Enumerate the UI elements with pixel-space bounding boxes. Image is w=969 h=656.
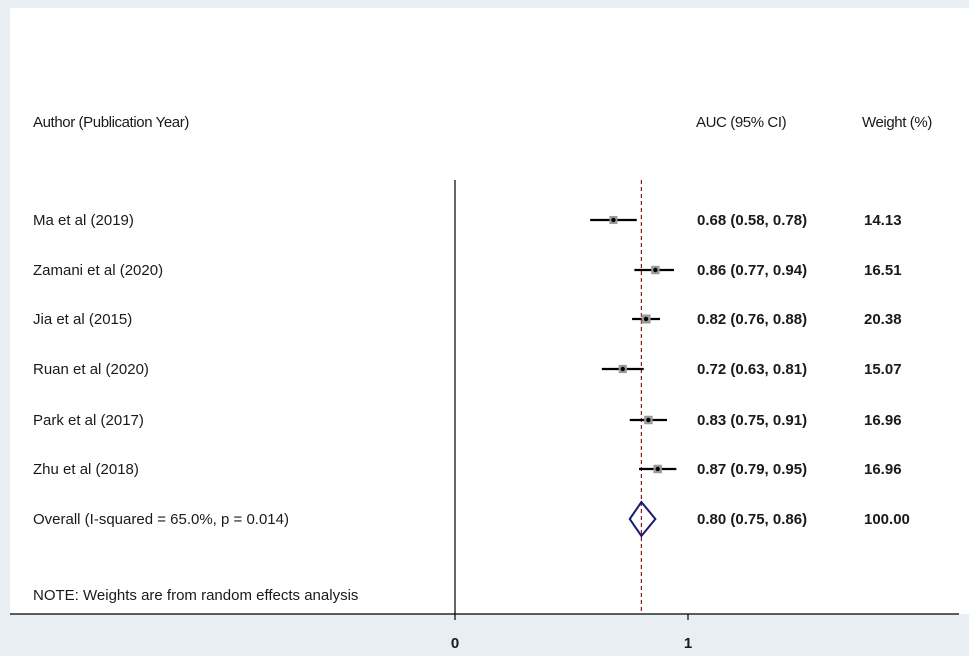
point-estimate <box>646 417 651 423</box>
weight-text: 16.51 <box>864 262 902 279</box>
weight-text: 14.13 <box>864 212 902 229</box>
study-label: Zamani et al (2020) <box>33 262 163 279</box>
plot-panel <box>10 8 969 614</box>
header-auc: AUC (95% CI) <box>696 114 787 131</box>
study-label: Zhu et al (2018) <box>33 461 139 478</box>
point-estimate <box>611 217 616 223</box>
study-label: Ruan et al (2020) <box>33 361 149 378</box>
auc-ci-text: 0.87 (0.79, 0.95) <box>697 461 807 478</box>
point-estimate <box>655 466 660 472</box>
point-estimate <box>653 267 658 273</box>
x-tick-label: 0 <box>451 635 459 652</box>
x-tick-label: 1 <box>684 635 692 652</box>
overall-auc-ci-text: 0.80 (0.75, 0.86) <box>697 511 807 528</box>
study-label: Park et al (2017) <box>33 412 144 429</box>
overall-label: Overall (I-squared = 65.0%, p = 0.014) <box>33 511 289 528</box>
note-text: NOTE: Weights are from random effects an… <box>33 587 358 604</box>
auc-ci-text: 0.72 (0.63, 0.81) <box>697 361 807 378</box>
overall-diamond <box>628 500 657 538</box>
weight-text: 15.07 <box>864 361 902 378</box>
weight-text: 16.96 <box>864 461 902 478</box>
weight-text: 16.96 <box>864 412 902 429</box>
overall-weight-text: 100.00 <box>864 511 910 528</box>
auc-ci-text: 0.68 (0.58, 0.78) <box>697 212 807 229</box>
auc-ci-text: 0.82 (0.76, 0.88) <box>697 311 807 328</box>
auc-ci-text: 0.83 (0.75, 0.91) <box>697 412 807 429</box>
weight-text: 20.38 <box>864 311 902 328</box>
study-label: Jia et al (2015) <box>33 311 132 328</box>
header-weight: Weight (%) <box>862 114 932 131</box>
header-study: Author (Publication Year) <box>33 114 189 131</box>
auc-ci-text: 0.86 (0.77, 0.94) <box>697 262 807 279</box>
point-estimate <box>620 366 625 372</box>
study-label: Ma et al (2019) <box>33 212 134 229</box>
point-estimate <box>643 316 649 322</box>
